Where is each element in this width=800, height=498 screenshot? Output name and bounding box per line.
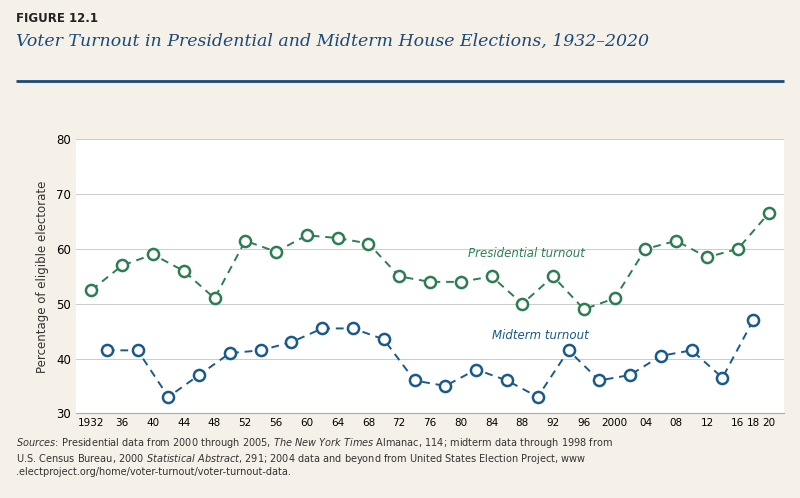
Text: FIGURE 12.1: FIGURE 12.1 xyxy=(16,12,98,25)
Text: Midterm turnout: Midterm turnout xyxy=(491,329,588,343)
Text: $\it{Sources}$: Presidential data from 2000 through 2005, $\it{The\ New\ York\ T: $\it{Sources}$: Presidential data from 2… xyxy=(16,436,613,478)
Text: Voter Turnout in Presidential and Midterm House Elections, 1932–2020: Voter Turnout in Presidential and Midter… xyxy=(16,32,649,49)
Text: Presidential turnout: Presidential turnout xyxy=(469,247,586,260)
Y-axis label: Percentage of eligible electorate: Percentage of eligible electorate xyxy=(36,180,50,373)
